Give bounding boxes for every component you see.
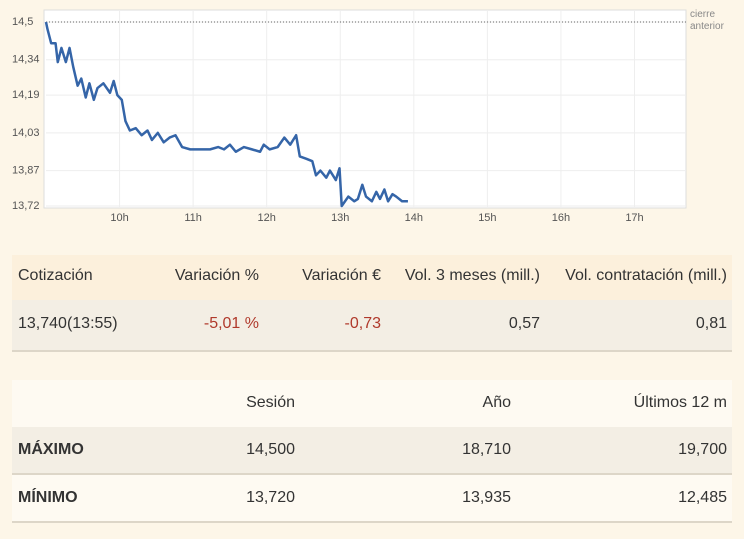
table-cell: -0,73	[344, 315, 381, 332]
table-cell: 13,720	[246, 489, 295, 506]
plot-area	[43, 9, 687, 209]
table-row: Cotización Variación % Variación € Vol. 3 m…	[12, 255, 732, 302]
x-tick-label: 15h	[478, 212, 496, 224]
x-tick-label: 11h	[184, 212, 202, 224]
table-cell: 12,485	[678, 489, 727, 506]
table-cell: 13,740(13:55)	[18, 315, 118, 332]
chart: 14,5 14,34 14,19 14,03 13,87 13,72 10h 11h 12h 13…	[12, 9, 687, 224]
y-tick-label: 14,03	[12, 127, 40, 139]
table-row: MÍNIMO 13,720 13,935 12,485	[12, 475, 732, 523]
y-tick-label: 14,34	[12, 54, 40, 66]
table-cell: Variación %	[174, 267, 259, 284]
table-cell: -5,01 %	[203, 315, 259, 332]
table-row: 13,740(13:55) -5,01 % -0,73 0,57 0,81	[12, 300, 732, 352]
x-tick-label: 14h	[405, 212, 423, 224]
table-row: MÁXIMO 14,500 18,710 19,700	[12, 427, 732, 475]
y-tick-label: 14,5	[12, 16, 33, 28]
table-cell: Vol. contratación (mill.)	[565, 267, 727, 284]
range-table: Sesión Año Últimos 12 m MÁXIMO 14,500 18,710 1…	[12, 380, 732, 526]
price-line	[44, 21, 408, 208]
reference-label: cierre anterior	[690, 9, 724, 32]
table-cell: MÍNIMO	[18, 489, 78, 506]
table-cell: 14,500	[246, 441, 295, 458]
y-tick-label: 14,19	[12, 89, 40, 101]
table-cell: MÁXIMO	[18, 441, 84, 458]
x-tick-label: 10h	[110, 212, 128, 224]
table-cell: Últimos 12 m	[633, 394, 727, 411]
quote-table: Cotización Variación % Variación € Vol. 3 m…	[12, 255, 732, 352]
table-cell: 0,81	[695, 315, 727, 332]
table-cell: 13,935	[462, 489, 511, 506]
table-cell: Año	[482, 394, 511, 411]
x-tick-label: 16h	[552, 212, 570, 224]
table-cell: 18,710	[462, 441, 511, 458]
x-tick-label: 12h	[258, 212, 276, 224]
table-cell: 0,57	[508, 315, 540, 332]
table-cell: Cotización	[18, 267, 93, 284]
y-tick-label: 13,72	[12, 200, 40, 212]
x-tick-label: 13h	[331, 212, 349, 224]
table-cell: Sesión	[246, 394, 295, 411]
table-cell: Vol. 3 meses (mill.)	[404, 267, 540, 284]
table-cell: 19,700	[678, 441, 727, 458]
table-cell: Variación €	[302, 267, 381, 284]
x-tick-label: 17h	[625, 212, 643, 224]
table-row: Sesión Año Últimos 12 m	[12, 380, 732, 429]
y-tick-label: 13,87	[12, 165, 40, 177]
